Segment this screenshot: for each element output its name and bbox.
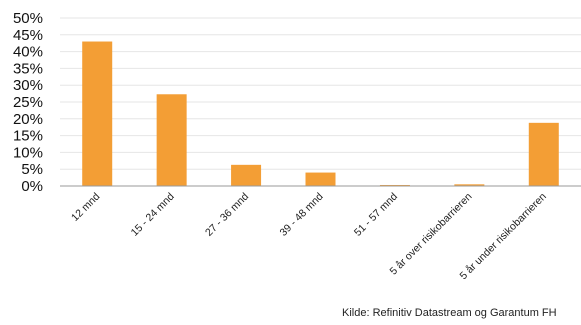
bar [454,184,485,186]
bar [231,164,262,186]
x-tick-label: 5 år under risikobarrieren [457,191,549,283]
bar [82,41,113,186]
bar [379,184,410,186]
x-tick-label: 39 - 48 mnd [278,191,326,239]
y-tick-label: 40% [13,44,43,61]
y-tick-label: 45% [13,27,43,44]
gridlines [60,17,581,170]
y-tick-label: 35% [13,60,43,77]
y-axis-ticks: 0%5%10%15%20%25%30%35%40%45%50% [13,10,43,195]
x-tick-label: 5 år over risikobarrieren [388,191,475,278]
bars [82,41,559,186]
x-tick-label: 12 mnd [69,191,102,224]
y-tick-label: 20% [13,111,43,128]
y-tick-label: 30% [13,77,43,94]
x-tick-label: 51 - 57 mnd [352,191,400,239]
y-tick-label: 5% [21,161,43,178]
bar [156,94,187,186]
y-tick-label: 25% [13,94,43,111]
x-tick-label: 27 - 36 mnd [203,191,251,239]
y-tick-label: 10% [13,144,43,161]
bar [528,122,559,186]
bar [305,172,336,186]
y-tick-label: 15% [13,128,43,145]
x-axis-labels: 12 mnd 15 - 24 mnd 27 - 36 mnd 39 - 48 mnd 5… [69,191,549,283]
y-tick-label: 0% [21,178,43,195]
source-note: Kilde: Refinitiv Datastream og Garantum … [342,307,557,319]
x-tick-label: 15 - 24 mnd [129,191,177,239]
y-tick-label: 50% [13,10,43,27]
